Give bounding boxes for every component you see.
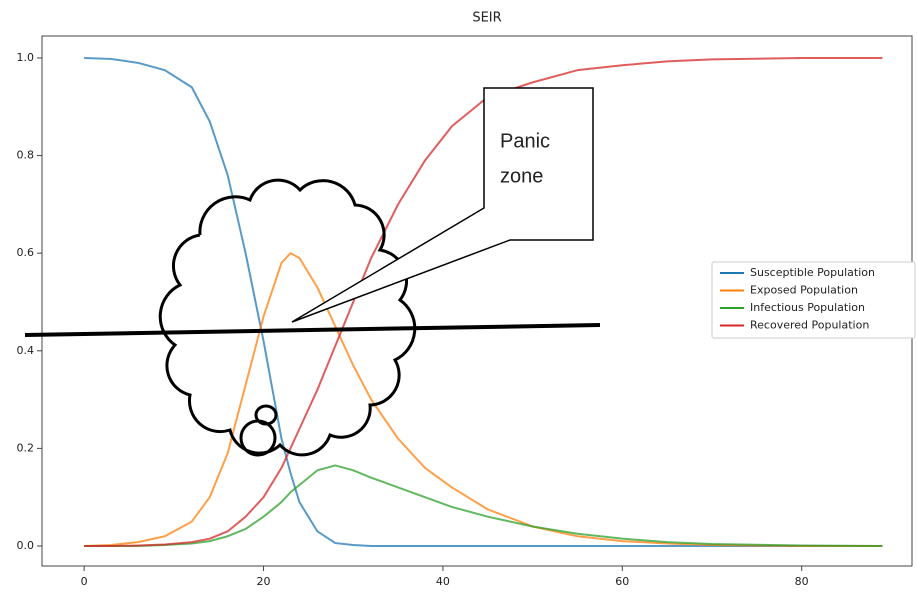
series-line [84, 56, 883, 547]
y-tick-label: 0.8 [17, 149, 35, 162]
chart-title: SEIR [472, 11, 501, 26]
thought-cloud [158, 178, 417, 457]
y-tick-label: 0.0 [17, 539, 35, 552]
callout [291, 87, 594, 323]
legend-box [711, 261, 916, 339]
series-line [84, 464, 883, 547]
legend-label: Recovered Population [750, 319, 869, 332]
y-tick-label: 0.2 [17, 441, 35, 454]
x-tick-label: 20 [257, 575, 271, 588]
y-tick-label: 1.0 [17, 51, 35, 64]
legend-label: Infectious Population [750, 301, 865, 314]
x-tick-label: 60 [615, 575, 629, 588]
x-tick-label: 40 [436, 575, 450, 588]
legend-label: Exposed Population [750, 284, 858, 297]
series-line [84, 252, 883, 547]
y-tick-label: 0.6 [17, 246, 35, 259]
cloud-bubble [239, 419, 277, 457]
callout-text: zone [500, 165, 543, 187]
y-tick-label: 0.4 [17, 344, 35, 357]
x-tick-label: 0 [81, 575, 88, 588]
series-line [84, 56, 883, 547]
annotation-overlay: Panic zone [24, 87, 601, 457]
x-tick-label: 80 [795, 575, 809, 588]
callout-text: Panic [500, 130, 550, 152]
drawn-line [24, 323, 601, 337]
legend-label: Susceptible Population [750, 266, 875, 279]
